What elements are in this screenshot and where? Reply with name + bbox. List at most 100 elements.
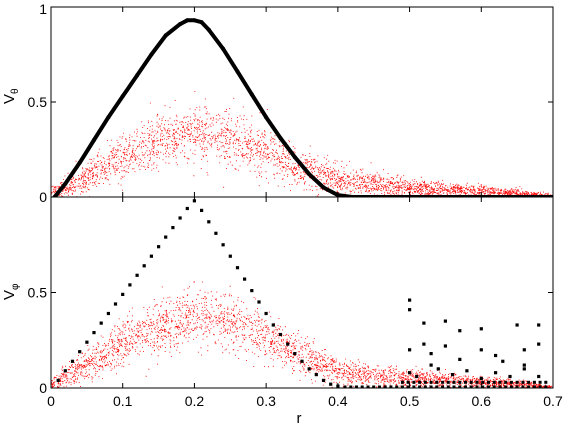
x-tick-label: 0.4 [328, 393, 348, 409]
black-point [221, 46, 226, 51]
black-point [378, 385, 381, 388]
black-point [408, 348, 412, 352]
black-point [458, 357, 462, 361]
x-tick-label: 0 [47, 393, 55, 409]
black-point [92, 331, 96, 335]
black-point [408, 308, 412, 312]
black-point [515, 380, 519, 384]
black-point [70, 359, 75, 363]
black-point [475, 380, 479, 384]
x-axis-label: r [297, 410, 302, 426]
black-point [515, 323, 519, 327]
black-point [286, 342, 290, 346]
black-point [465, 369, 469, 373]
black-point [501, 359, 505, 363]
black-point [221, 243, 225, 247]
black-point [149, 254, 153, 258]
black-point [383, 385, 387, 388]
series-bottom-1 [408, 298, 541, 380]
top-ylabel-subscript: θ [10, 88, 21, 94]
black-point [538, 380, 542, 384]
black-point [481, 380, 485, 384]
x-tick-label: 0.1 [113, 393, 133, 409]
black-point [418, 385, 422, 388]
y-tick-label: 0 [39, 189, 47, 205]
black-point [422, 342, 426, 346]
black-point [128, 283, 132, 287]
black-point [435, 385, 439, 388]
black-point [509, 385, 513, 388]
black-point [537, 342, 541, 346]
black-point [423, 385, 427, 388]
black-point [492, 385, 496, 388]
black-point [521, 385, 525, 388]
black-point [446, 380, 450, 384]
black-point [149, 52, 154, 57]
black-point [400, 380, 404, 384]
black-point [366, 385, 370, 388]
red-point-cloud [51, 281, 553, 388]
black-point [99, 321, 103, 325]
bottom-ylabel: V [1, 290, 18, 300]
black-point [443, 319, 447, 323]
black-point [464, 380, 467, 384]
black-point [487, 380, 490, 384]
black-point [498, 385, 502, 388]
black-point [264, 115, 269, 120]
red-point-cloud [51, 91, 553, 197]
black-point [537, 374, 541, 379]
black-point [360, 385, 364, 388]
black-point [441, 385, 445, 388]
black-point [178, 22, 183, 27]
x-tick-label: 0.5 [400, 393, 420, 409]
black-point [406, 385, 410, 388]
black-point [441, 380, 445, 384]
black-point [185, 18, 190, 23]
black-point [487, 385, 490, 388]
black-point [423, 380, 427, 384]
baseline-markers [343, 380, 548, 388]
x-tick-label: 0.6 [472, 393, 492, 409]
y-tick-label: 0.5 [28, 94, 48, 110]
black-point [544, 385, 548, 388]
panel-top [51, 18, 553, 197]
black-point [522, 367, 526, 371]
black-point [343, 385, 347, 388]
black-point [532, 380, 536, 384]
black-point [522, 363, 526, 367]
black-point [164, 235, 168, 239]
black-point [429, 363, 433, 367]
black-point [163, 33, 168, 38]
black-point [228, 254, 232, 258]
black-point [321, 185, 326, 190]
black-point [492, 380, 496, 384]
black-point [479, 327, 483, 331]
black-point [278, 136, 283, 141]
black-point [532, 385, 536, 388]
black-point [56, 378, 60, 382]
black-point [235, 69, 240, 74]
black-point [458, 385, 462, 388]
black-point [314, 373, 318, 377]
black-point [135, 273, 139, 277]
black-point [498, 380, 502, 384]
black-point [372, 385, 376, 388]
black-point [412, 385, 416, 388]
black-point [293, 352, 297, 356]
axes-layer: 0 0.5 1 0 0.5 0 0.1 0.2 0.3 0.4 0.5 0.6 0.7 [28, 1, 563, 409]
x-tick-label: 0.2 [185, 393, 205, 409]
black-point [278, 332, 283, 337]
black-point [243, 277, 247, 281]
x-tick-label: 0.7 [543, 393, 563, 409]
y-tick-label: 0.5 [28, 285, 48, 301]
black-point [415, 374, 419, 379]
black-point [515, 385, 519, 388]
black-curve [52, 18, 553, 197]
black-point [214, 231, 218, 235]
black-point [443, 344, 447, 348]
black-point [429, 352, 433, 356]
data-layer [51, 18, 553, 388]
black-point [257, 300, 261, 304]
axes-frame-bottom [50, 196, 554, 389]
